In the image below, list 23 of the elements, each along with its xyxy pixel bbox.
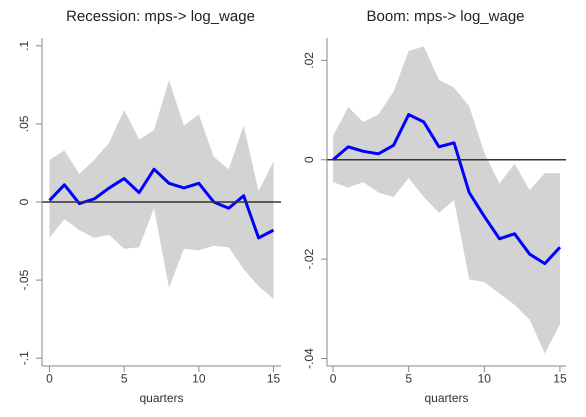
x-tick-label: 10 (478, 372, 492, 386)
y-tick-label: -.1 (17, 350, 31, 366)
y-tick-label: 0 (17, 198, 31, 206)
y-tick-label: .02 (302, 52, 316, 69)
x-tick-label: 0 (330, 372, 337, 386)
x-tick-label: 15 (553, 372, 567, 386)
line-series (48, 168, 276, 240)
x-axis-title: quarters (424, 391, 469, 405)
x-tick-label: 5 (405, 372, 412, 386)
y-tick-label: -.02 (302, 248, 316, 270)
x-axis-title: quarters (139, 391, 184, 405)
x-tick-label: 0 (46, 372, 54, 386)
y-tick-label: .05 (17, 115, 31, 132)
line-series (332, 113, 562, 266)
y-tick-label: .1 (17, 40, 31, 51)
x-tick-label: 10 (192, 372, 206, 386)
y-tick-label: -.04 (302, 348, 316, 369)
y-tick-label: 0 (302, 156, 316, 164)
x-tick-label: 5 (120, 372, 128, 386)
chart-title: Boom: mps-> log_wage (366, 8, 526, 27)
x-tick-label: 15 (266, 372, 281, 386)
y-tick-label: -.05 (17, 269, 31, 290)
chart-title: Recession: mps-> log_wage (65, 8, 256, 27)
